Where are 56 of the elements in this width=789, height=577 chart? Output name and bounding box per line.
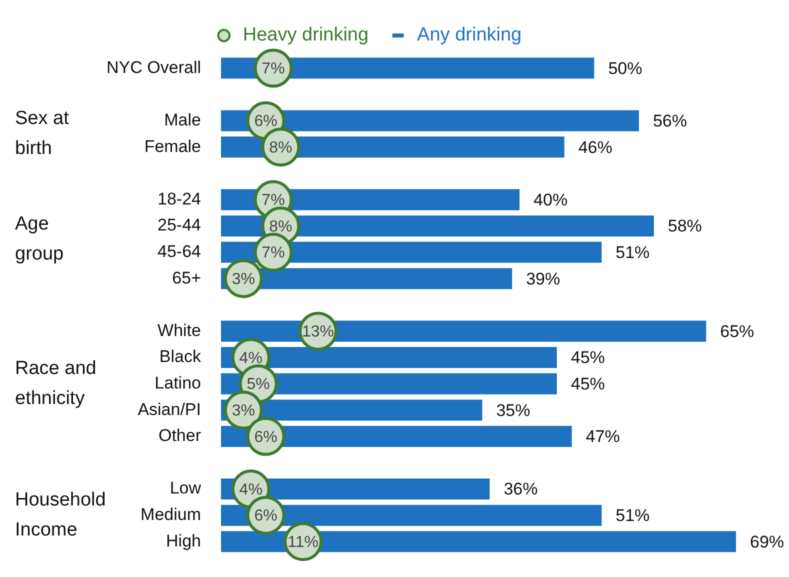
bar — [221, 58, 594, 79]
data-label: 40% — [534, 190, 568, 210]
y-tick-label: Female — [144, 136, 201, 156]
data-label: 8% — [269, 218, 292, 236]
data-label: 65% — [720, 322, 754, 341]
y-tick-label: Medium — [140, 505, 201, 524]
y-tick-label: Latino — [154, 374, 201, 393]
y-tick-label: 18-24 — [158, 189, 201, 208]
bar — [221, 110, 639, 132]
data-label: 58% — [668, 216, 702, 236]
data-label: 39% — [526, 269, 560, 288]
y-tick-label: Other — [158, 426, 202, 446]
data-label: 51% — [616, 242, 650, 262]
data-label: 35% — [496, 400, 530, 420]
data-label: 69% — [750, 532, 784, 552]
bar — [221, 320, 706, 342]
y-tick-label: High — [166, 531, 201, 550]
y-tick-label: Black — [159, 347, 202, 366]
y-tick-label: 45-64 — [158, 242, 201, 261]
y-tick-label: NYC Overall — [106, 58, 201, 77]
data-label: 51% — [616, 506, 650, 526]
data-label: 50% — [608, 58, 642, 78]
data-label: 3% — [232, 271, 255, 288]
data-label: 4% — [239, 350, 262, 367]
data-label: 6% — [254, 508, 278, 525]
text: Sex at birth — [15, 108, 70, 160]
data-label: 7% — [262, 244, 285, 262]
y-tick-label: Asian/PI — [138, 400, 201, 419]
data-label: 6% — [254, 113, 278, 130]
data-label: 7% — [262, 192, 285, 210]
y-tick-label: Low — [170, 478, 202, 498]
data-label: 47% — [586, 427, 620, 446]
y-tick-label: 25-44 — [158, 216, 201, 235]
bar — [221, 531, 736, 552]
data-label: 8% — [269, 139, 292, 156]
data-label: 4% — [239, 481, 262, 498]
data-label: 7% — [262, 60, 285, 78]
data-label: 6% — [254, 428, 278, 446]
data-label: 45% — [570, 348, 605, 368]
data-label: 13% — [302, 324, 334, 341]
text: Household Income — [15, 490, 106, 541]
data-label: 46% — [578, 138, 612, 157]
data-label: 56% — [652, 111, 687, 130]
data-label: 45% — [570, 374, 605, 394]
data-label: 36% — [504, 480, 538, 499]
legend-label: Any drinking — [417, 24, 522, 46]
data-label: 11% — [288, 534, 319, 552]
legend-label: Heavy drinking — [242, 24, 369, 46]
y-tick-label: 65+ — [172, 268, 202, 288]
data-label: 3% — [232, 402, 255, 420]
text: Age group — [15, 213, 64, 264]
y-tick-label: White — [158, 320, 201, 340]
bar — [221, 215, 654, 237]
text: Race and ethnicity — [15, 358, 96, 410]
data-label: 5% — [246, 376, 270, 394]
y-tick-label: Male — [164, 110, 201, 130]
